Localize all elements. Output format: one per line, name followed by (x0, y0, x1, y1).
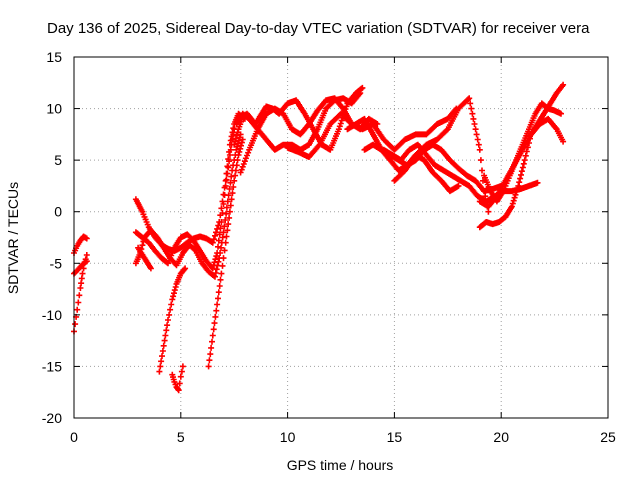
x-tick-label: 0 (70, 429, 78, 445)
y-tick-label: 10 (46, 101, 62, 117)
series-arc-j (205, 136, 246, 370)
series-arc-r (391, 95, 492, 215)
x-tick-label: 10 (280, 429, 296, 445)
data-point-markers (132, 126, 238, 272)
y-tick-label: -5 (50, 255, 63, 271)
axis-ticks: 0 5 10 15 20 25 -20 -15 -10 -5 0 5 10 15 (42, 49, 616, 445)
data-marks (71, 81, 567, 394)
y-tick-label: -20 (42, 410, 62, 426)
plot-frame (73, 56, 609, 419)
series-arc-i (169, 363, 186, 394)
data-point-markers (284, 105, 460, 160)
y-tick-label: 0 (54, 204, 62, 220)
y-tick-label: 5 (54, 152, 62, 168)
data-point-markers (391, 95, 492, 215)
x-tick-label: 20 (493, 429, 509, 445)
y-tick-label: -10 (42, 307, 62, 323)
series-arc-g (135, 244, 154, 272)
x-axis-label: GPS time / hours (287, 457, 394, 473)
data-point-markers (169, 363, 186, 394)
x-tick-label: 15 (387, 429, 403, 445)
chart-title: Day 136 of 2025, Sidereal Day-to-day VTE… (47, 20, 590, 37)
x-tick-label: 25 (600, 429, 616, 445)
series-arc-n (284, 105, 460, 160)
y-axis-label: SDTVAR / TECUs (5, 182, 21, 294)
data-point-markers (132, 131, 244, 280)
y-tick-label: 15 (46, 49, 62, 65)
series-arc-e (132, 126, 238, 272)
y-tick-label: -15 (42, 358, 62, 374)
data-point-markers (135, 244, 154, 272)
data-point-markers (156, 265, 189, 375)
x-tick-label: 5 (177, 429, 185, 445)
series-arc-u (476, 115, 567, 210)
series-arc-f (132, 131, 244, 280)
series-arc-h (156, 265, 189, 375)
data-point-markers (205, 136, 246, 370)
data-point-markers (476, 115, 567, 210)
